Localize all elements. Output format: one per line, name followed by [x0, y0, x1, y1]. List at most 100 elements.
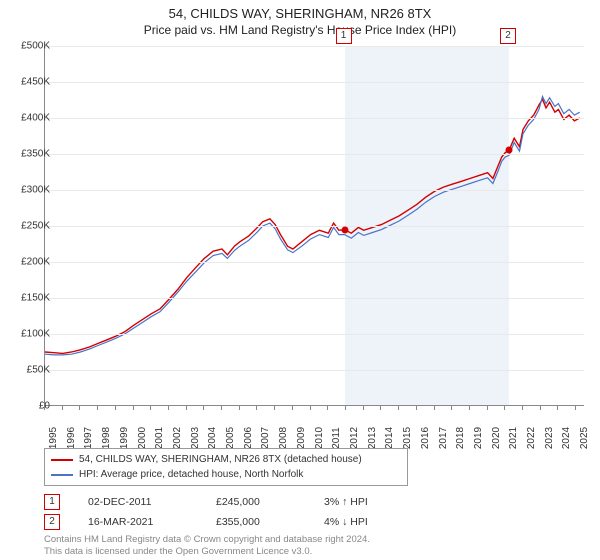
chart-area — [44, 46, 584, 406]
legend-swatch — [51, 474, 73, 476]
gridline — [45, 46, 584, 47]
x-tick — [575, 406, 576, 410]
x-tick — [380, 406, 381, 410]
x-axis-label: 2001 — [154, 427, 165, 449]
x-axis-label: 2008 — [278, 427, 289, 449]
x-axis-label: 2003 — [190, 427, 201, 449]
gridline — [45, 370, 584, 371]
legend: 54, CHILDS WAY, SHERINGHAM, NR26 8TX (de… — [44, 448, 408, 486]
x-tick — [398, 406, 399, 410]
sale-row: 2 16-MAR-2021 £355,000 4% ↓ HPI — [44, 512, 368, 532]
x-tick — [239, 406, 240, 410]
x-axis-labels: 1995199619971998199920002001200220032004… — [44, 408, 584, 448]
sale-marker-box: 1 — [336, 28, 352, 44]
x-axis-label: 2011 — [331, 427, 342, 449]
y-axis-label: £150K — [6, 293, 54, 304]
x-axis-label: 2013 — [367, 427, 378, 449]
x-tick — [451, 406, 452, 410]
x-tick — [522, 406, 523, 410]
x-tick — [186, 406, 187, 410]
x-axis-label: 2010 — [314, 427, 325, 449]
y-axis-label: £50K — [6, 365, 54, 376]
x-axis-label: 2021 — [508, 427, 519, 449]
x-axis-label: 2016 — [420, 427, 431, 449]
x-axis-label: 2014 — [384, 427, 395, 449]
x-axis-label: 2005 — [225, 427, 236, 449]
chart-container: 54, CHILDS WAY, SHERINGHAM, NR26 8TX Pri… — [0, 0, 600, 560]
footer-line1: Contains HM Land Registry data © Crown c… — [44, 534, 370, 546]
gridline — [45, 190, 584, 191]
sale-row: 102-DEC-2011£245,0003% ↑ HPI — [44, 492, 368, 512]
x-axis-label: 2012 — [349, 427, 360, 449]
y-axis-label: £250K — [6, 221, 54, 232]
sale-point — [341, 226, 348, 233]
y-axis-label: £200K — [6, 257, 54, 268]
sale-date: 16-MAR-2021 — [88, 516, 188, 528]
y-axis-label: £500K — [6, 41, 54, 52]
x-tick — [345, 406, 346, 410]
x-axis-label: 1998 — [101, 427, 112, 449]
x-tick — [79, 406, 80, 410]
footer-line2: This data is licensed under the Open Gov… — [44, 546, 370, 558]
x-axis-label: 2000 — [137, 427, 148, 449]
title-address: 54, CHILDS WAY, SHERINGHAM, NR26 8TX — [0, 6, 600, 21]
x-tick — [115, 406, 116, 410]
gridline — [45, 82, 584, 83]
y-axis-label: £0 — [6, 401, 54, 412]
y-axis-label: £300K — [6, 185, 54, 196]
x-tick — [274, 406, 275, 410]
x-tick — [44, 406, 45, 410]
x-axis-label: 2022 — [526, 427, 537, 449]
x-tick — [540, 406, 541, 410]
x-axis-label: 2007 — [260, 427, 271, 449]
x-axis-label: 2023 — [544, 427, 555, 449]
sale-point — [506, 147, 513, 154]
legend-item: 54, CHILDS WAY, SHERINGHAM, NR26 8TX (de… — [51, 453, 401, 467]
x-axis-label: 2002 — [172, 427, 183, 449]
x-tick — [62, 406, 63, 410]
x-tick — [434, 406, 435, 410]
x-axis-label: 2018 — [455, 427, 466, 449]
legend-item: HPI: Average price, detached house, Nort… — [51, 468, 401, 482]
sale-price: £355,000 — [216, 516, 296, 528]
x-axis-label: 1996 — [66, 427, 77, 449]
x-axis-label: 2024 — [561, 427, 572, 449]
x-tick — [292, 406, 293, 410]
x-tick — [487, 406, 488, 410]
x-tick — [221, 406, 222, 410]
footer-attribution: Contains HM Land Registry data © Crown c… — [44, 534, 370, 558]
legend-label: 54, CHILDS WAY, SHERINGHAM, NR26 8TX (de… — [79, 453, 362, 467]
x-tick — [168, 406, 169, 410]
x-tick — [97, 406, 98, 410]
x-tick — [504, 406, 505, 410]
y-axis-label: £350K — [6, 149, 54, 160]
y-axis-label: £450K — [6, 77, 54, 88]
x-axis-label: 2004 — [207, 427, 218, 449]
sale-row-marker: 1 — [44, 494, 60, 510]
x-axis-label: 2025 — [579, 427, 590, 449]
x-tick — [469, 406, 470, 410]
x-axis-label: 2019 — [473, 427, 484, 449]
x-tick — [203, 406, 204, 410]
x-tick — [133, 406, 134, 410]
y-axis-label: £100K — [6, 329, 54, 340]
gridline — [45, 298, 584, 299]
sale-row-marker: 2 — [44, 514, 60, 530]
sale-delta: 3% ↑ HPI — [324, 496, 368, 508]
sale-delta: 4% ↓ HPI — [324, 516, 368, 528]
gridline — [45, 334, 584, 335]
x-axis-label: 2009 — [296, 427, 307, 449]
sales-table: 102-DEC-2011£245,0003% ↑ HPI216-MAR-2021… — [44, 492, 368, 532]
sale-marker-box: 2 — [500, 28, 516, 44]
sale-price: £245,000 — [216, 496, 296, 508]
gridline — [45, 154, 584, 155]
x-axis-label: 2006 — [243, 427, 254, 449]
x-axis-label: 2017 — [438, 427, 449, 449]
y-axis-label: £400K — [6, 113, 54, 124]
x-axis-label: 2015 — [402, 427, 413, 449]
gridline — [45, 226, 584, 227]
x-tick — [416, 406, 417, 410]
x-tick — [557, 406, 558, 410]
x-tick — [327, 406, 328, 410]
x-axis-label: 2020 — [491, 427, 502, 449]
